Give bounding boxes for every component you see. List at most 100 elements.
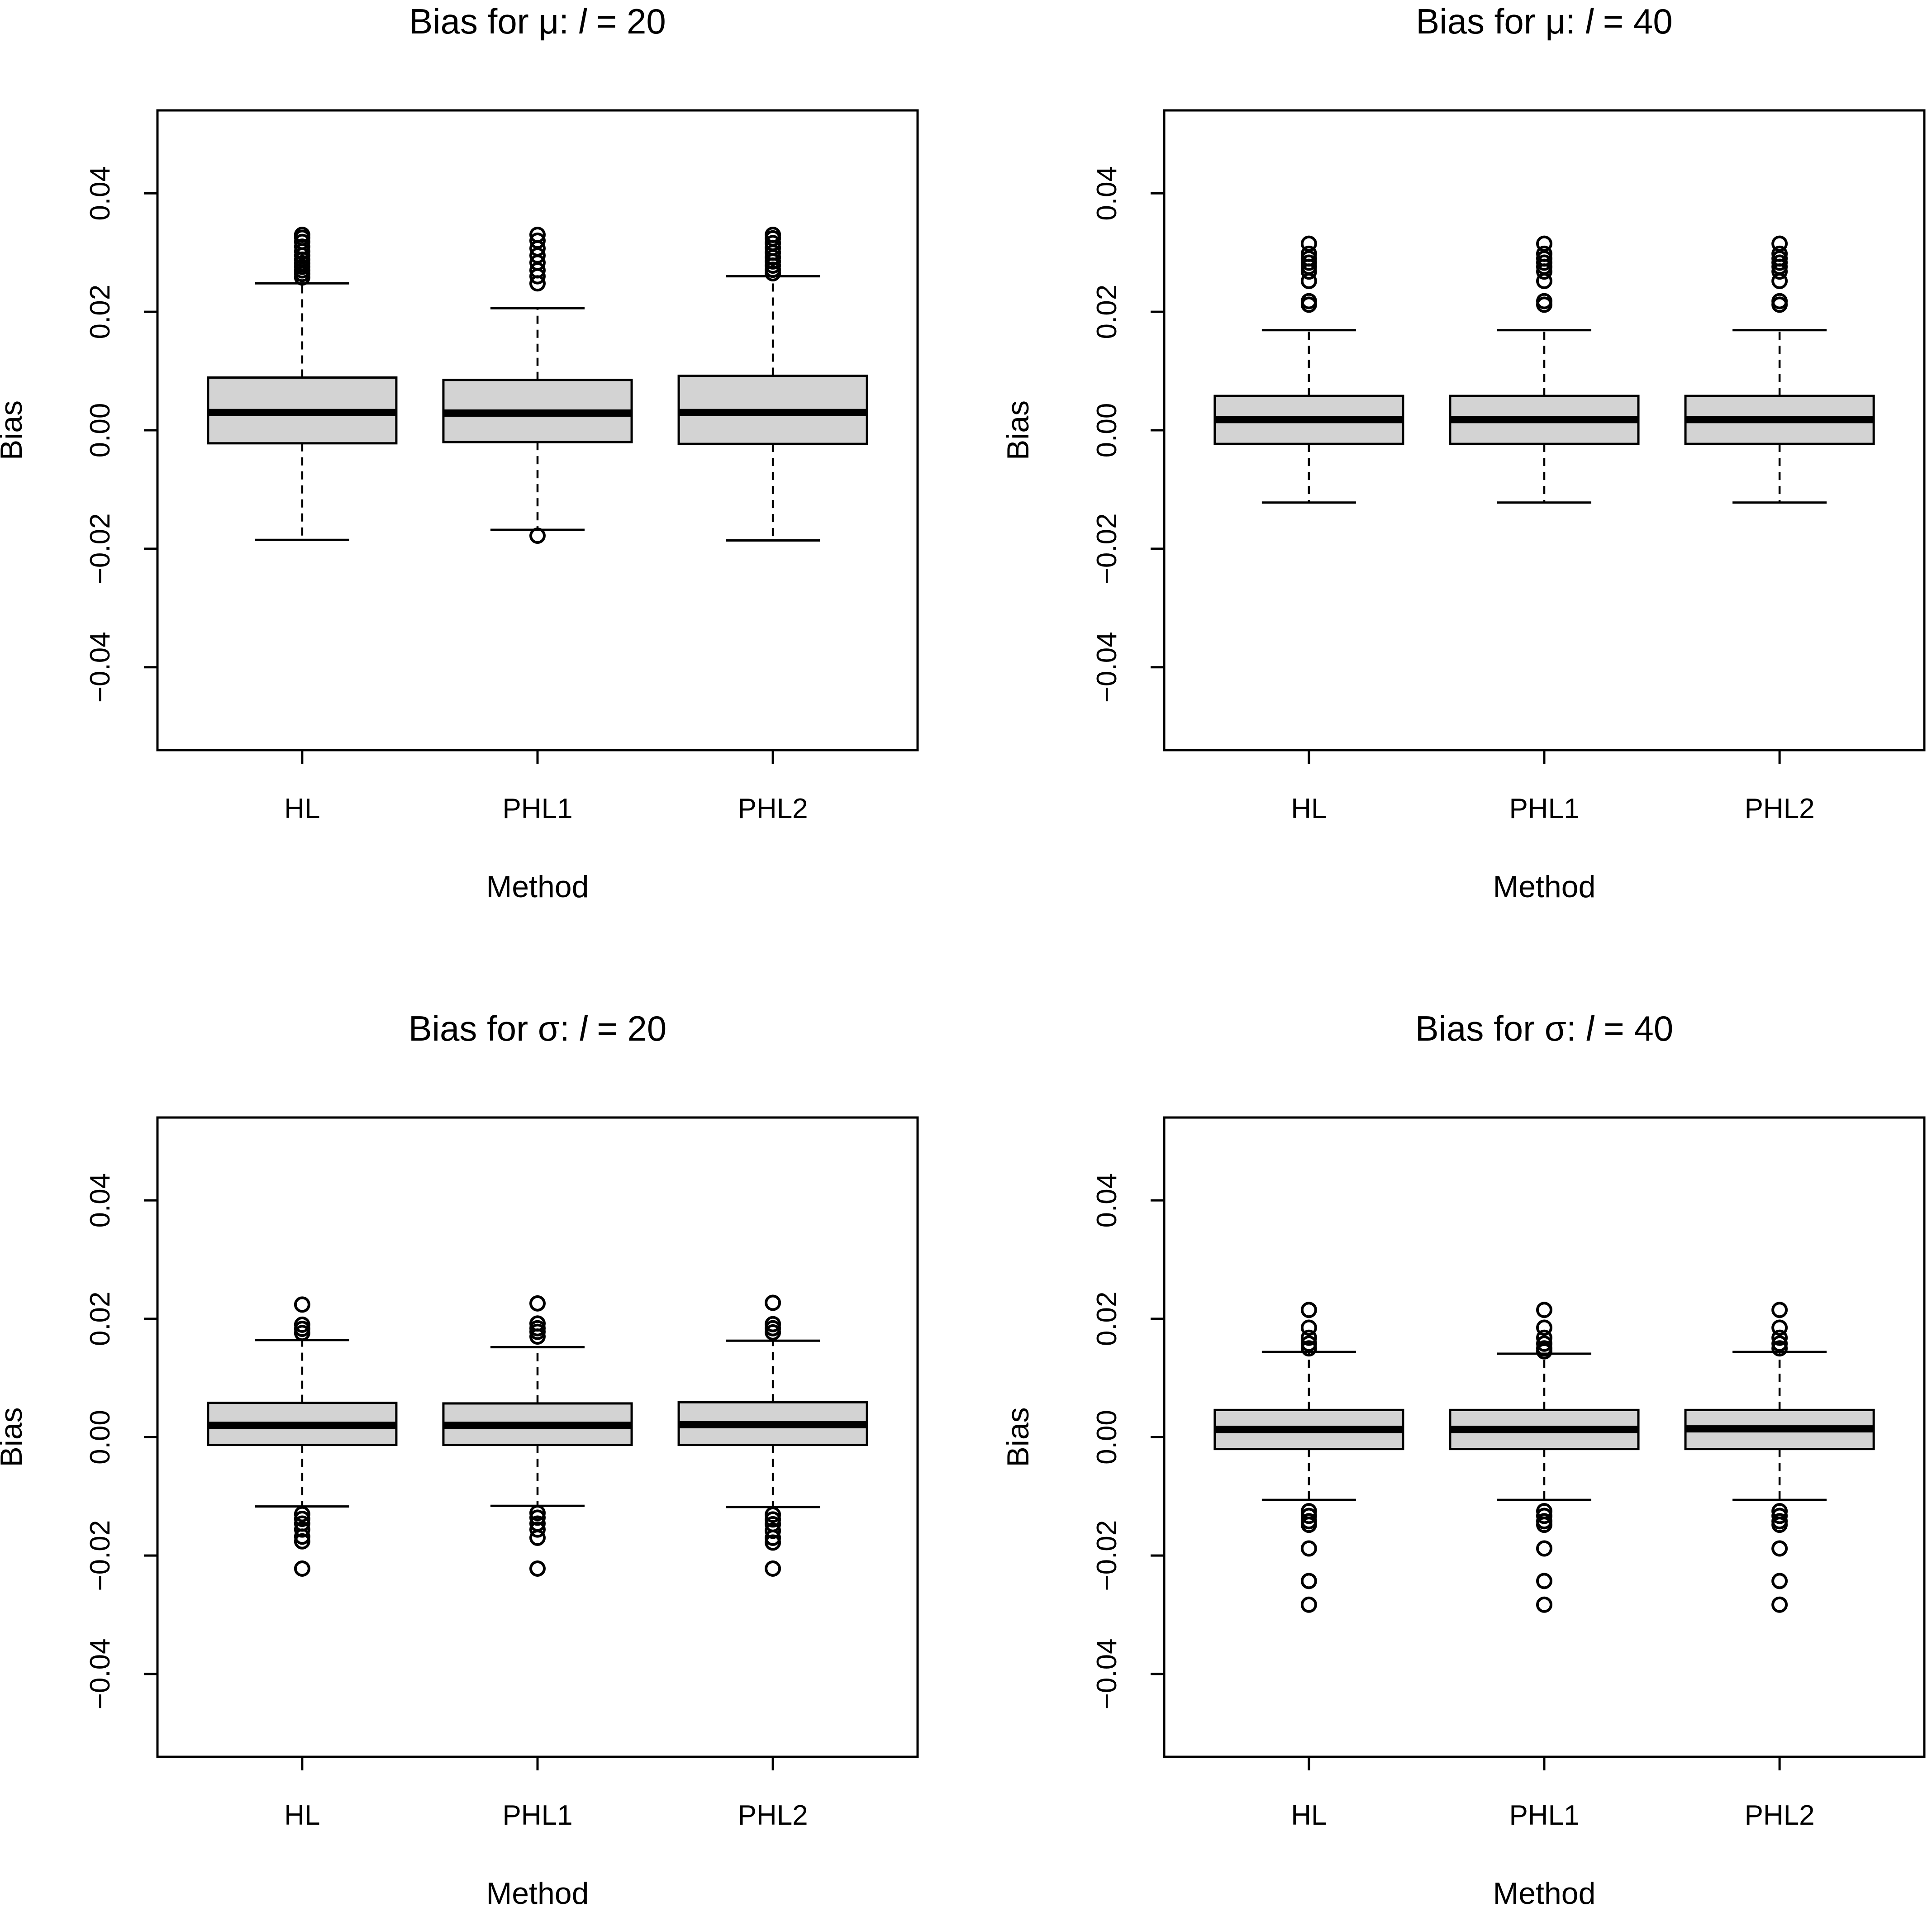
- y-tick-label: −0.02: [85, 513, 116, 584]
- chart-title-prefix: Bias for: [409, 1008, 538, 1048]
- chart-title-value: 40: [1633, 1, 1673, 41]
- y-tick-label: −0.04: [85, 1638, 116, 1709]
- x-axis-label: Method: [1493, 870, 1596, 904]
- y-tick-label: −0.02: [1091, 1520, 1123, 1591]
- outlier-point: [765, 1534, 781, 1551]
- y-tick-label: 0.04: [1091, 1173, 1123, 1228]
- chart-title: Bias for μ: l = 40: [1416, 1, 1672, 41]
- outlier-point: [1771, 1335, 1788, 1352]
- boxplot-phl1: [442, 1295, 633, 1577]
- outlier-point: [1536, 1302, 1552, 1318]
- chart-title-var: l: [1586, 1008, 1595, 1048]
- chart-title-value: 40: [1634, 1008, 1674, 1048]
- x-tick-label: HL: [1291, 1800, 1327, 1831]
- chart-title-var: l: [1585, 1, 1594, 41]
- outlier-point: [529, 1509, 546, 1526]
- outlier-point: [1536, 296, 1552, 313]
- x-axis-label: Method: [486, 1876, 589, 1911]
- boxplot-phl2: [677, 226, 868, 542]
- x-axis-label: Method: [1493, 1876, 1596, 1911]
- chart-title: Bias for σ: l = 20: [409, 1008, 667, 1048]
- boxplot-phl1: [442, 226, 633, 544]
- x-tick-label: PHL1: [502, 1800, 572, 1831]
- x-axis-label: Method: [486, 870, 589, 904]
- y-tick-label: −0.02: [85, 1520, 116, 1591]
- outlier-point: [1300, 1573, 1317, 1589]
- chart-title-eq: =: [586, 1, 627, 41]
- outlier-point: [1300, 296, 1317, 313]
- outlier-point: [1771, 1302, 1788, 1318]
- chart-title-prefix: Bias for: [409, 1, 538, 41]
- boxplot-phl2: [677, 1294, 868, 1577]
- x-tick-label: PHL1: [1509, 1800, 1579, 1831]
- chart-title-eq: =: [1594, 1008, 1634, 1048]
- outlier-point: [294, 1296, 310, 1313]
- chart-title-symbol: μ: [1545, 1, 1566, 41]
- boxplot-phl2: [1684, 235, 1875, 504]
- outlier-point: [1536, 1517, 1552, 1533]
- y-tick-label: 0.00: [85, 1410, 116, 1465]
- outlier-point: [529, 1295, 546, 1312]
- outlier-point: [294, 1528, 310, 1545]
- x-tick-label: PHL1: [502, 793, 572, 824]
- boxplot-phl1: [1449, 235, 1640, 504]
- x-tick-label: PHL2: [738, 793, 808, 824]
- outlier-point: [765, 1511, 781, 1528]
- outlier-point: [1771, 1329, 1788, 1346]
- chart-title: Bias for μ: l = 20: [409, 1, 666, 41]
- y-axis-label: Bias: [1001, 1407, 1035, 1467]
- outlier-point: [529, 1328, 546, 1345]
- x-tick-label: HL: [284, 793, 320, 824]
- outlier-point: [1536, 263, 1552, 280]
- chart-panel-1: Bias for μ: l = 20 −0.04 −0.02 0.00 0.02 0.04…: [0, 1, 919, 904]
- outlier-point: [1771, 1319, 1788, 1336]
- outlier-point: [1300, 1340, 1317, 1357]
- boxplot-phl1: [1449, 1302, 1640, 1613]
- y-tick-label: 0.02: [85, 285, 116, 339]
- y-tick-label: −0.04: [1091, 632, 1123, 703]
- chart-title-prefix: Bias for: [1416, 1, 1545, 41]
- outlier-point: [1771, 1540, 1788, 1557]
- chart-title-sep: :: [559, 1, 578, 41]
- boxplot-hl: [207, 226, 398, 541]
- outlier-point: [529, 268, 546, 285]
- outlier-point: [1536, 1343, 1552, 1360]
- outlier-point: [529, 1323, 546, 1340]
- outlier-point: [529, 528, 546, 544]
- y-axis-label: Bias: [1001, 400, 1035, 460]
- outlier-point: [1300, 1540, 1317, 1557]
- y-tick-label: 0.02: [1091, 285, 1123, 339]
- x-tick-label: PHL1: [1509, 793, 1579, 824]
- outlier-point: [1536, 1573, 1552, 1589]
- y-tick-label: −0.04: [1091, 1638, 1123, 1709]
- outlier-point: [1536, 273, 1552, 290]
- x-tick-label: PHL2: [1745, 1800, 1815, 1831]
- chart-title-prefix: Bias for: [1415, 1008, 1545, 1048]
- outlier-point: [1300, 1319, 1317, 1336]
- y-tick-label: 0.02: [1091, 1291, 1123, 1346]
- outlier-point: [765, 265, 781, 282]
- x-tick-label: HL: [284, 1800, 320, 1831]
- outlier-point: [1300, 1596, 1317, 1613]
- outlier-point: [1536, 1335, 1552, 1352]
- y-tick-label: 0.00: [1091, 403, 1123, 458]
- chart-panel-3: Bias for σ: l = 20 −0.04 −0.02 0.00 0.02 0.04…: [0, 1008, 919, 1911]
- boxplot-phl2: [1684, 1302, 1875, 1613]
- outlier-point: [765, 1529, 781, 1546]
- outlier-point: [1536, 1540, 1552, 1557]
- y-tick-label: 0.00: [1091, 1410, 1123, 1465]
- outlier-point: [294, 1521, 310, 1538]
- outlier-point: [1771, 263, 1788, 280]
- boxplot-hl: [1213, 235, 1404, 504]
- outlier-point: [1536, 1596, 1552, 1613]
- y-tick-label: 0.04: [1091, 166, 1123, 221]
- outlier-point: [1771, 1508, 1788, 1524]
- outlier-point: [529, 1560, 546, 1577]
- chart-title-eq: =: [587, 1008, 628, 1048]
- outlier-point: [1771, 1573, 1788, 1589]
- chart-title-value: 20: [628, 1008, 667, 1048]
- y-tick-label: 0.04: [85, 166, 116, 221]
- y-tick-label: −0.02: [1091, 513, 1123, 584]
- y-tick-label: 0.02: [85, 1291, 116, 1346]
- x-tick-label: PHL2: [738, 1800, 808, 1831]
